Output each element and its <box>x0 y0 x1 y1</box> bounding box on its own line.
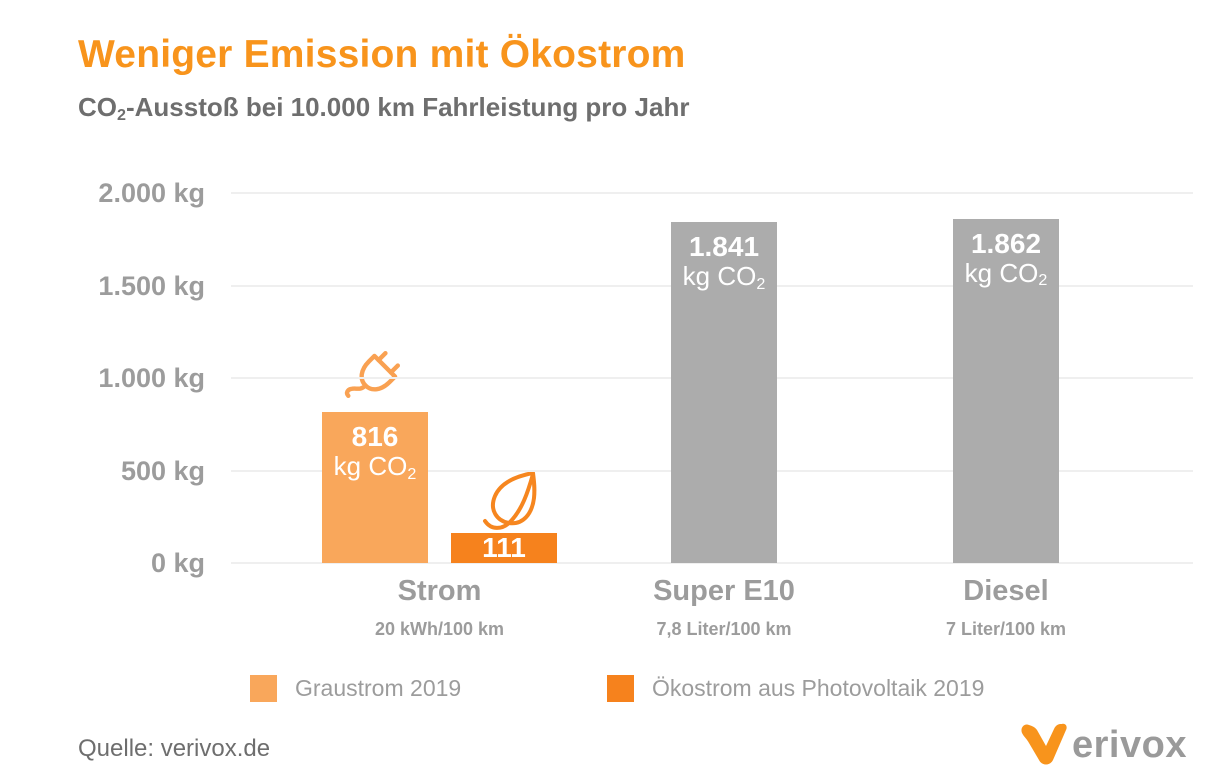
bar-unit-label: kg CO2 <box>682 261 766 293</box>
y-tick-label: 2.000 kg <box>98 178 205 208</box>
y-axis: 2.000 kg 1.500 kg 1.000 kg 500 kg 0 kg <box>60 178 205 578</box>
bar-value-label: 816 <box>351 421 399 453</box>
x-axis: Strom 20 kWh/100 km Super E10 7,8 Liter/100… <box>231 576 1193 656</box>
legend-label-graustrom: Graustrom 2019 <box>295 675 462 701</box>
gridline-2000 <box>231 192 1193 194</box>
subtitle-text: CO <box>78 92 117 122</box>
legend: Graustrom 2019 Ökostrom aus Photovoltaik… <box>0 674 1223 704</box>
legend-item-graustrom: Graustrom 2019 <box>250 674 461 702</box>
y-tick-label: 0 kg <box>150 548 205 578</box>
subtitle-text-rest: -Ausstoß bei 10.000 km Fahrleistung pro … <box>125 92 690 122</box>
category-label: Super E10 <box>653 575 795 607</box>
bar-value-label: 1.862 <box>970 227 1042 259</box>
bar-unit-label: kg CO2 <box>964 257 1048 290</box>
source-text: Quelle: verivox.de <box>78 735 271 762</box>
category-sublabel: 7 Liter/100 km <box>945 619 1067 639</box>
bar-value-label: 111 <box>482 532 526 563</box>
category-label: Diesel <box>963 575 1049 607</box>
verivox-logo: erivox <box>1020 722 1187 768</box>
bar-Diesel: 1.862 kg CO2 <box>953 218 1059 563</box>
bar-Super E10: 1.841 kg CO2 <box>671 222 777 563</box>
bar-Graustrom 2019: 816 kg CO2 <box>322 412 428 563</box>
leaf-icon <box>483 471 537 530</box>
legend-label-oekostrom: Ökostrom aus Photovoltaik 2019 <box>652 675 985 701</box>
gridline-0 <box>231 562 1193 564</box>
legend-swatch-graustrom <box>250 674 277 702</box>
bar-unit-label: kg CO2 <box>333 451 417 483</box>
legend-swatch-oekostrom <box>607 674 634 702</box>
legend-item-oekostrom: Ökostrom aus Photovoltaik 2019 <box>607 674 984 702</box>
subtitle-subscript: 2 <box>117 105 126 124</box>
category-label: Strom <box>397 575 482 607</box>
page-title: Weniger Emission mit Ökostrom <box>78 33 686 76</box>
category-group-Super E10: Super E10 7,8 Liter/100 km <box>653 576 795 640</box>
y-tick-label: 1.500 kg <box>98 270 205 301</box>
category-group-Strom: Strom 20 kWh/100 km <box>375 576 504 640</box>
page-subtitle: CO2-Ausstoß bei 10.000 km Fahrleistung p… <box>78 92 689 123</box>
logo-v-icon <box>1021 723 1067 765</box>
category-sublabel: 7,8 Liter/100 km <box>656 619 792 639</box>
bar-Ökostrom aus Photovoltaik 2019: 111 <box>451 533 557 563</box>
logo-text: erivox <box>1072 724 1187 766</box>
y-tick-label: 1.000 kg <box>98 363 205 393</box>
bar-value-label: 1.841 <box>688 231 760 263</box>
category-sublabel: 20 kWh/100 km <box>374 619 505 639</box>
plot-area: 816 kg CO2 111 1.841 kg CO2 1.862 kg CO2 <box>231 192 1193 564</box>
category-group-Diesel: Diesel 7 Liter/100 km <box>946 576 1066 640</box>
y-tick-label: 500 kg <box>120 455 205 486</box>
plug-icon <box>344 351 400 398</box>
